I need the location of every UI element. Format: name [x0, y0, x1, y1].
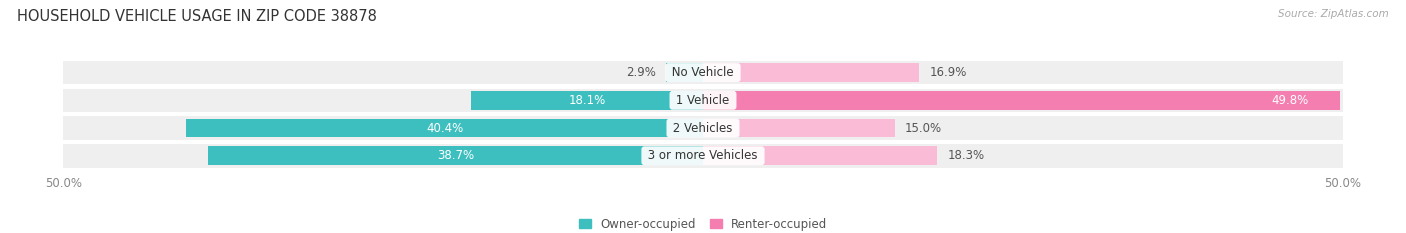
Text: 16.9%: 16.9%	[929, 66, 967, 79]
Text: 2.9%: 2.9%	[626, 66, 655, 79]
Bar	[703, 91, 1340, 110]
Text: 18.1%: 18.1%	[568, 94, 606, 107]
Bar	[63, 144, 1343, 168]
Bar	[208, 146, 703, 165]
Text: No Vehicle: No Vehicle	[668, 66, 738, 79]
Bar	[703, 146, 938, 165]
Text: 18.3%: 18.3%	[948, 149, 984, 162]
Bar	[63, 89, 1343, 112]
Text: 15.0%: 15.0%	[905, 122, 942, 134]
Bar	[703, 119, 896, 137]
Text: 40.4%: 40.4%	[426, 122, 463, 134]
Text: 1 Vehicle: 1 Vehicle	[672, 94, 734, 107]
Text: 49.8%: 49.8%	[1271, 94, 1308, 107]
Text: Source: ZipAtlas.com: Source: ZipAtlas.com	[1278, 9, 1389, 19]
Bar	[186, 119, 703, 137]
Bar	[63, 61, 1343, 84]
Text: 2 Vehicles: 2 Vehicles	[669, 122, 737, 134]
Bar	[703, 63, 920, 82]
Bar	[63, 116, 1343, 140]
Legend: Owner-occupied, Renter-occupied: Owner-occupied, Renter-occupied	[579, 218, 827, 231]
Bar	[666, 63, 703, 82]
Text: HOUSEHOLD VEHICLE USAGE IN ZIP CODE 38878: HOUSEHOLD VEHICLE USAGE IN ZIP CODE 3887…	[17, 9, 377, 24]
Text: 3 or more Vehicles: 3 or more Vehicles	[644, 149, 762, 162]
Bar	[471, 91, 703, 110]
Text: 38.7%: 38.7%	[437, 149, 474, 162]
